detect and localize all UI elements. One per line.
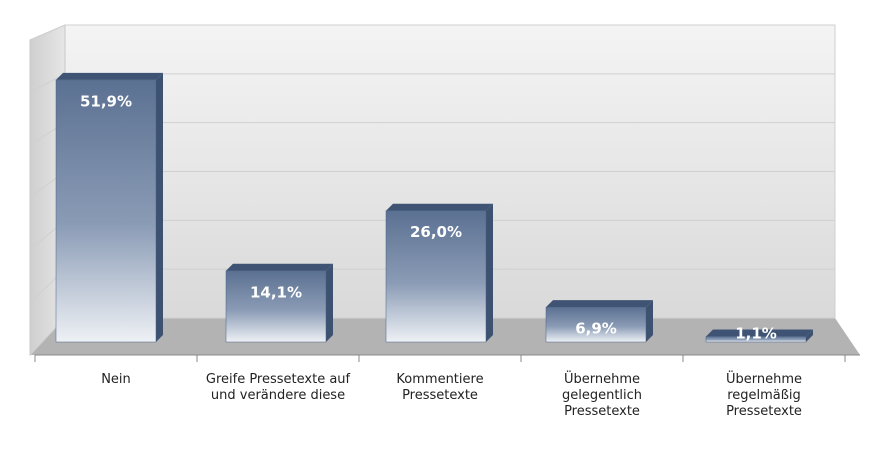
bar [545, 306, 647, 343]
value-label: 26,0% [410, 223, 462, 241]
value-label: 51,9% [80, 92, 132, 110]
bar-side [646, 300, 653, 342]
value-label: 6,9% [575, 320, 617, 338]
x-tick-label: Übernehme regelmäßig Pressetexte [725, 372, 803, 419]
bar-top [226, 263, 333, 271]
bar-top [706, 329, 813, 337]
value-label: 14,1% [250, 283, 302, 301]
bar-side [326, 263, 333, 342]
grid-line [29, 24, 835, 41]
bar-top [56, 72, 163, 80]
bar [705, 336, 807, 343]
x-tick-label: Übernehme gelegentlich Pressetexte [561, 372, 643, 419]
value-label: 1,1% [735, 325, 777, 343]
bar [385, 210, 487, 343]
bar-side [156, 72, 163, 342]
x-tick-label: Kommentiere Pressetexte [396, 372, 484, 403]
bar-side [806, 329, 813, 342]
bar-top [386, 203, 493, 211]
x-tick-label: Nein [101, 372, 131, 387]
bar-side [486, 203, 493, 342]
x-tick-label: Greife Pressetexte auf und verändere die… [205, 372, 351, 403]
bar [55, 79, 157, 343]
bar [225, 270, 327, 343]
bar-top [546, 300, 653, 308]
